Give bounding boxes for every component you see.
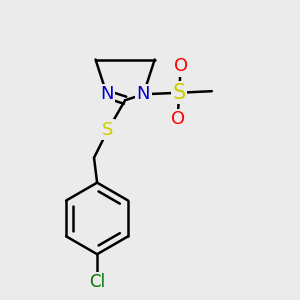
Text: S: S [172,83,186,103]
Text: O: O [174,57,188,75]
Text: N: N [136,85,150,103]
Text: Cl: Cl [89,273,105,291]
Text: N: N [100,85,114,103]
Text: O: O [171,110,185,128]
Text: S: S [102,121,114,139]
